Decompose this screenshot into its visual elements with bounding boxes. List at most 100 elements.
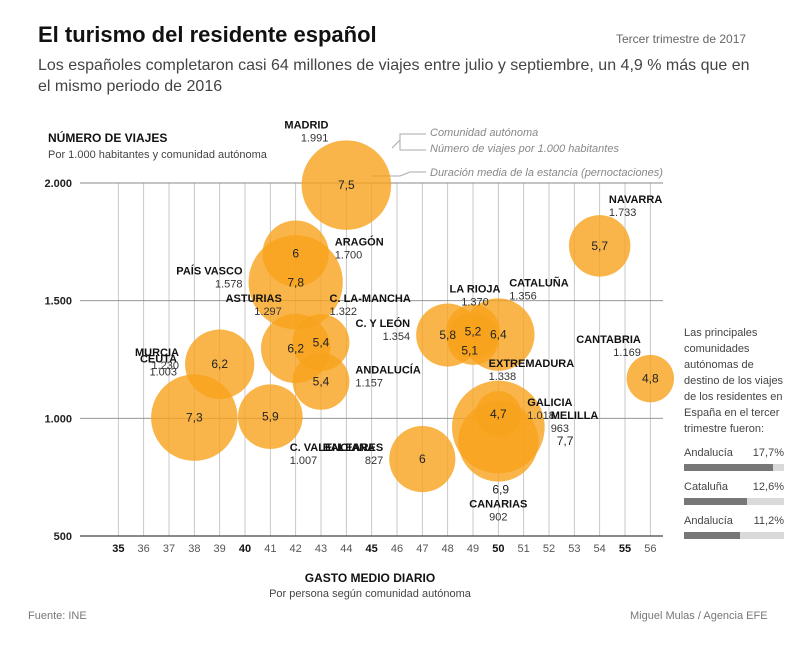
destination-share: 11,2% [753,515,784,527]
bubble-stay-label: 5,4 [313,336,330,350]
bubble-trips-label: 1.991 [301,132,329,144]
bubble-trips-label: 827 [365,455,383,467]
destination-item: Cataluña 12,6% [684,479,784,505]
bubble-region-label: C. LA-MANCHA [330,293,411,305]
x-tick-label: 37 [163,543,175,555]
bubble-trips-label: 1.297 [254,306,282,318]
bubble-region-label: BALEARES [323,442,384,454]
bubble-region-label: PAÍS VASCO [176,264,243,277]
bubble-region-label: MURCIA [135,347,179,359]
bubble [151,374,238,461]
bubble-trips-label: 1.700 [335,250,363,262]
legend-leader-trips [399,140,426,151]
bubble-stay-label: 7,7 [557,434,574,448]
bubble-trips-label: 1.356 [509,290,537,302]
x-tick-label: 50 [492,543,504,555]
bubble-stay-label: 6 [419,452,426,466]
bubble [389,425,456,493]
destination-bar-fill [684,532,740,539]
destination-label: Andalucía [684,515,733,527]
x-tick-label: 44 [340,543,352,555]
bubble-region-label: LA RIOJA [450,283,501,295]
credit-note: Miguel Mulas / Agencia EFE [630,610,768,622]
bubble-region-label: NAVARRA [609,194,662,206]
destination-bar [684,532,784,539]
bubble-region-label: EXTREMADURA [489,358,575,370]
bubbles [151,140,675,493]
y-tick-label: 1.500 [44,296,72,308]
bubble-region-label: CANARIAS [469,499,527,511]
bubble-stay-label: 6,4 [490,328,507,342]
y-tick-label: 2.000 [44,178,72,190]
panel-intro: Las principales comunidades autónomas de… [684,327,784,435]
x-tick-label: 52 [543,543,555,555]
bubble-stay-label: 5,2 [465,324,482,338]
bubble-region-label: MADRID [284,119,328,131]
top-destinations-panel: Las principales comunidades autónomas de… [684,325,784,547]
period-label: Tercer trimestre de 2017 [616,32,747,46]
bubble-trips-label: 1.003 [150,366,178,378]
bubble-stay-label: 5,8 [439,328,456,342]
bubble-stay-label: 5,9 [262,410,279,424]
x-tick-label: 42 [290,543,302,555]
y-tick-label: 1.000 [44,413,72,425]
axes: NÚMERO DE VIAJES Por 1.000 habitantes y … [44,130,656,600]
x-tick-label: 35 [112,543,124,555]
bubble [446,312,500,365]
bubble [301,140,392,230]
x-tick-label: 54 [594,543,606,555]
bubble-region-label: ASTURIAS [226,293,282,305]
bubble-stay-label: 6,2 [211,357,228,371]
destination-bar [684,464,784,471]
bubble-region-label: ANDALUCÍA [355,363,420,376]
bubble-stay-label: 4,7 [490,407,507,421]
destination-label: Cataluña [684,481,729,493]
bubble-stay-label: 6,2 [287,341,304,355]
bubble-stay-label: 7,5 [338,178,355,192]
bubble-trips-label: 963 [551,423,569,435]
legend-trips: Número de viajes por 1.000 habitantes [430,143,619,155]
bubble-region-label: CANTABRIA [576,334,641,346]
x-axis-subtitle: Por persona según comunidad autónoma [269,588,472,600]
destination-bar-fill [684,498,747,505]
destination-bar-fill [684,464,773,471]
page-subtitle: Los españoles completaron casi 64 millon… [38,57,750,95]
bubble-region-label: CATALUÑA [509,276,569,289]
bubble-stay-label: 4,8 [642,372,659,386]
bubble-stay-label: 5,1 [461,343,478,357]
destination-item: Andalucía 17,7% [684,445,784,471]
bubble [248,235,343,330]
bubble-trips-label: 1.338 [489,371,517,383]
x-axis-title: GASTO MEDIO DIARIO [305,571,435,585]
bubble-region-label: CEUTA [140,353,177,365]
x-tick-label: 47 [416,543,428,555]
bubble-trips-label: 1.322 [330,306,358,318]
bubble-stay-label: 6 [292,247,299,261]
legend-region: Comunidad autónoma [430,127,538,139]
x-tick-label: 48 [442,543,454,555]
destination-share: 12,6% [752,481,784,493]
x-tick-label: 41 [264,543,276,555]
destination-item: Andalucía 11,2% [684,513,784,539]
x-tick-label: 36 [138,543,150,555]
bubble-stay-label: 7,3 [186,411,203,425]
bubble [238,384,303,450]
y-axis-title: NÚMERO DE VIAJES [48,130,167,145]
bubble-trips-label: 1.230 [151,360,179,372]
bubble-trips-label: 1.370 [461,296,489,308]
bubble-stay-label: 7,8 [287,275,304,289]
bubble-trips-label: 1.733 [609,207,637,219]
bubble-legend: Comunidad autónoma Número de viajes por … [372,127,663,179]
legend-stay: Duración media de la estancia (pernoctac… [430,167,663,179]
bubble-stay-label: 6,9 [492,483,509,497]
bubble-trips-label: 1.157 [355,377,383,389]
destination-bar [684,498,784,505]
page-title: El turismo del residente español [38,22,377,47]
bubble-region-label: C. VALENCIANA [290,442,375,454]
bubble-region-label: MELILLA [551,410,599,422]
bubble [568,215,631,277]
bubble-stay-label: 5,4 [313,374,330,388]
x-tick-label: 51 [518,543,530,555]
